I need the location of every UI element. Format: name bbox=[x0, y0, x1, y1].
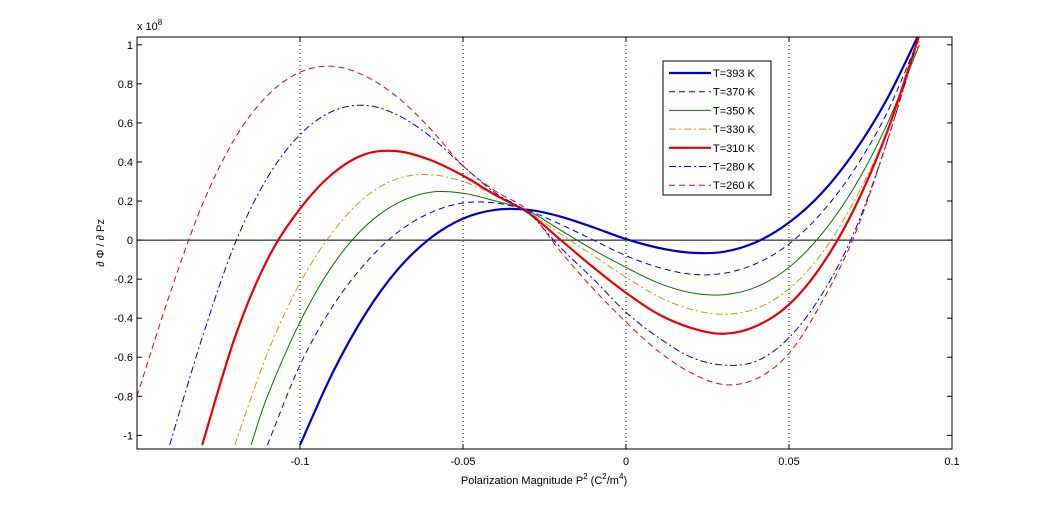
series-line-t-393-k bbox=[298, 37, 919, 446]
x-tick-label: 0 bbox=[623, 456, 629, 468]
x-tick-label: -0.05 bbox=[450, 456, 475, 468]
x-tick-label: 0.1 bbox=[944, 456, 959, 468]
series-line-t-350-k bbox=[250, 44, 920, 446]
legend-label-t-370-k: T=370 K bbox=[713, 87, 756, 99]
grid-lines bbox=[299, 37, 790, 449]
y-tick-label: 0.6 bbox=[118, 118, 133, 130]
x-axis-label: Polarization Magnitude P2 (C2/m4) bbox=[461, 472, 627, 487]
plot-area bbox=[137, 37, 952, 449]
y-tick-label: 1 bbox=[127, 40, 133, 52]
y-tick-label: -0.2 bbox=[114, 274, 133, 286]
series-line-t-260-k bbox=[137, 37, 920, 397]
y-exponent-label: x 108 bbox=[137, 18, 163, 33]
y-tick-label: -0.8 bbox=[114, 391, 133, 403]
series-line-t-280-k bbox=[169, 37, 920, 446]
legend-box bbox=[662, 60, 772, 196]
legend-label-t-350-k: T=350 K bbox=[713, 105, 756, 117]
y-tick-label: -0.4 bbox=[114, 313, 133, 325]
x-tick-label: -0.1 bbox=[291, 456, 310, 468]
plot-frame bbox=[136, 36, 953, 450]
y-tick-label: -1 bbox=[123, 430, 133, 442]
y-axis-label: ∂ Φ / ∂ Pz bbox=[95, 219, 107, 267]
series-line-t-310-k bbox=[201, 37, 920, 446]
legend-label-t-393-k: T=393 K bbox=[713, 68, 756, 80]
legend-label-t-330-k: T=330 K bbox=[713, 124, 756, 136]
series-lines bbox=[137, 37, 920, 446]
y-tick-label: 0.4 bbox=[118, 157, 133, 169]
legend: T=393 K T=370 K T=350 K T=330 K T=310 K T=280… bbox=[662, 60, 772, 196]
legend-label-t-260-k: T=260 K bbox=[713, 180, 756, 192]
y-tick-label: 0.2 bbox=[118, 196, 133, 208]
y-tick-label: 0 bbox=[127, 235, 133, 247]
legend-label-t-310-k: T=310 K bbox=[713, 143, 756, 155]
y-tick-label: -0.6 bbox=[114, 352, 133, 364]
legend-label-t-280-k: T=280 K bbox=[713, 162, 756, 174]
x-tick-label: 0.05 bbox=[778, 456, 799, 468]
series-line-t-370-k bbox=[266, 37, 920, 446]
y-tick-label: 0.8 bbox=[118, 79, 133, 91]
axis-ticks: -0.1 -0.05 0 0.05 0.1 -1 -0.8 -0.6 -0.4 -0.2 0 0.2 0… bbox=[114, 37, 960, 468]
